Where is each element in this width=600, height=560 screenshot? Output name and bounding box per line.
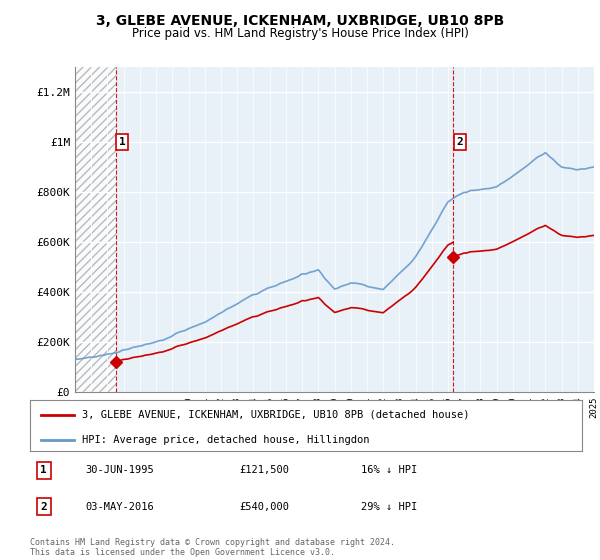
Text: 03-MAY-2016: 03-MAY-2016 xyxy=(85,502,154,511)
Text: 1: 1 xyxy=(119,137,125,147)
Text: 29% ↓ HPI: 29% ↓ HPI xyxy=(361,502,418,511)
Text: 3, GLEBE AVENUE, ICKENHAM, UXBRIDGE, UB10 8PB: 3, GLEBE AVENUE, ICKENHAM, UXBRIDGE, UB1… xyxy=(96,14,504,28)
Text: Contains HM Land Registry data © Crown copyright and database right 2024.
This d: Contains HM Land Registry data © Crown c… xyxy=(30,538,395,557)
Text: HPI: Average price, detached house, Hillingdon: HPI: Average price, detached house, Hill… xyxy=(82,435,370,445)
Text: 1: 1 xyxy=(40,465,47,475)
Text: 16% ↓ HPI: 16% ↓ HPI xyxy=(361,465,418,475)
Text: Price paid vs. HM Land Registry's House Price Index (HPI): Price paid vs. HM Land Registry's House … xyxy=(131,27,469,40)
Text: 2: 2 xyxy=(457,137,463,147)
Text: £121,500: £121,500 xyxy=(240,465,290,475)
Text: 3, GLEBE AVENUE, ICKENHAM, UXBRIDGE, UB10 8PB (detached house): 3, GLEBE AVENUE, ICKENHAM, UXBRIDGE, UB1… xyxy=(82,409,470,419)
Text: 30-JUN-1995: 30-JUN-1995 xyxy=(85,465,154,475)
Text: £540,000: £540,000 xyxy=(240,502,290,511)
Text: 2: 2 xyxy=(40,502,47,511)
